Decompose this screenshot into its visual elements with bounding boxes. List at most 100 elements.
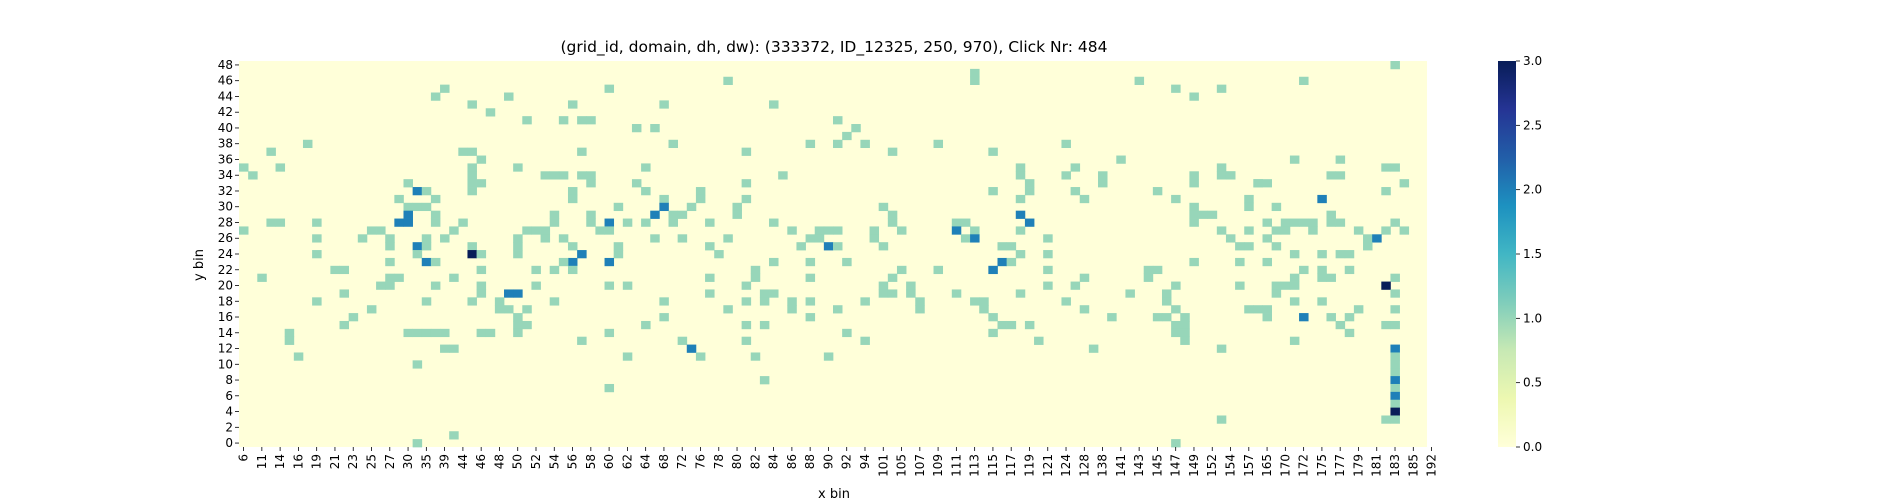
heatmap-cell — [1381, 226, 1391, 235]
heatmap-cell — [412, 250, 423, 259]
heatmap-cell — [759, 320, 770, 330]
heatmap-cell — [1326, 273, 1336, 282]
heatmap-cell — [1390, 360, 1400, 369]
heatmap-cell — [896, 226, 907, 235]
x-tick-label: 16 — [291, 454, 305, 469]
heatmap-cell — [440, 234, 450, 243]
heatmap-cell — [878, 289, 889, 298]
heatmap-cell — [997, 242, 1007, 251]
heatmap-cell — [385, 242, 395, 251]
heatmap-cell — [567, 242, 578, 251]
heatmap-cell — [403, 328, 413, 338]
y-tick-label: 12 — [218, 342, 233, 356]
heatmap-cell — [933, 139, 944, 149]
heatmap-cell — [1015, 289, 1026, 298]
x-tick-label: 82 — [748, 454, 762, 469]
y-tick-label: 28 — [218, 215, 233, 229]
heatmap-cell — [1299, 218, 1309, 227]
heatmap-cell — [1180, 320, 1190, 330]
x-tick-label: 128 — [1077, 454, 1091, 477]
heatmap-cell — [750, 273, 761, 282]
heatmap-cell — [915, 305, 925, 314]
colorbar — [1498, 61, 1516, 447]
heatmap-cell — [458, 218, 468, 227]
heatmap-cell — [239, 163, 249, 172]
heatmap-cell — [1372, 234, 1382, 243]
heatmap-cell — [1079, 305, 1090, 314]
heatmap-cell — [1107, 313, 1117, 322]
heatmap-cell — [1189, 257, 1199, 267]
heatmap-cell — [430, 281, 441, 290]
heatmap-cell — [293, 352, 304, 361]
y-tick-label: 32 — [218, 184, 233, 198]
heatmap-cell — [1262, 218, 1272, 227]
x-tick-label: 141 — [1114, 454, 1128, 477]
colorbar-tick-label: 1.5 — [1523, 247, 1542, 261]
x-tick-label: 117 — [1004, 454, 1018, 477]
heatmap-cell — [988, 265, 998, 275]
heatmap-cell — [1262, 305, 1272, 314]
heatmap-cell — [960, 218, 971, 227]
colorbar-tick-label: 0.0 — [1523, 440, 1542, 454]
heatmap-cell — [769, 257, 779, 267]
heatmap-cell — [1006, 257, 1017, 267]
heatmap-cell — [1198, 210, 1209, 219]
heatmap-cell — [385, 234, 395, 243]
x-tick-label: 107 — [913, 454, 927, 477]
y-tick-label: 18 — [218, 294, 233, 308]
heatmap-cell — [842, 257, 852, 267]
heatmap-cell — [449, 431, 459, 440]
heatmap-cell — [805, 297, 816, 306]
x-tick-label: 46 — [474, 454, 488, 469]
heatmap-cell — [1006, 320, 1017, 330]
heatmap-cell — [1225, 234, 1236, 243]
heatmap-cell — [860, 139, 870, 149]
x-tick-label: 121 — [1041, 454, 1055, 477]
heatmap-cell — [641, 163, 651, 172]
heatmap-cell — [668, 210, 678, 219]
heatmap-cell — [1189, 92, 1199, 101]
heatmap-cell — [1399, 226, 1410, 235]
heatmap-cell — [549, 171, 560, 180]
heatmap-cell — [586, 210, 596, 219]
heatmap-cell — [302, 139, 313, 149]
heatmap-cell — [1006, 242, 1017, 251]
heatmap-cell — [860, 336, 870, 345]
x-tick-label: 62 — [620, 454, 634, 469]
heatmap-cell — [394, 218, 404, 227]
heatmap-cell — [988, 313, 998, 322]
heatmap-cell — [1344, 250, 1355, 259]
heatmap-cell — [1390, 415, 1400, 424]
heatmap-cell — [759, 297, 770, 306]
heatmap-cell — [997, 257, 1007, 267]
heatmap-cell — [833, 226, 843, 235]
heatmap-cell — [366, 226, 377, 235]
heatmap-cell — [1399, 179, 1410, 188]
heatmap-cell — [540, 226, 551, 235]
heatmap-cell — [1390, 407, 1400, 416]
heatmap-cell — [1152, 265, 1163, 275]
heatmap-cell — [476, 179, 487, 188]
heatmap-cell — [741, 281, 752, 290]
heatmap-cell — [631, 124, 642, 133]
heatmap-cell — [1079, 194, 1090, 204]
y-tick-label: 10 — [218, 357, 233, 371]
x-tick-label: 88 — [803, 454, 817, 469]
heatmap-cell — [1317, 194, 1327, 204]
heatmap-cell — [979, 305, 989, 314]
heatmap-cell — [403, 218, 413, 227]
x-tick-label: 11 — [255, 454, 269, 469]
heatmap-cell — [988, 187, 998, 196]
heatmap-cell — [1271, 202, 1282, 212]
heatmap-cell — [823, 242, 834, 251]
x-tick-label: 111 — [949, 454, 963, 477]
heatmap-cell — [1381, 163, 1391, 172]
heatmap-cell — [403, 202, 413, 212]
heatmap-cell — [504, 92, 514, 101]
heatmap-cell — [1381, 320, 1391, 330]
x-tick-label: 157 — [1242, 454, 1256, 477]
heatmap-cell — [412, 439, 423, 448]
x-tick-label: 170 — [1278, 454, 1292, 477]
heatmap-cell — [421, 328, 432, 338]
heatmap-cell — [833, 242, 843, 251]
